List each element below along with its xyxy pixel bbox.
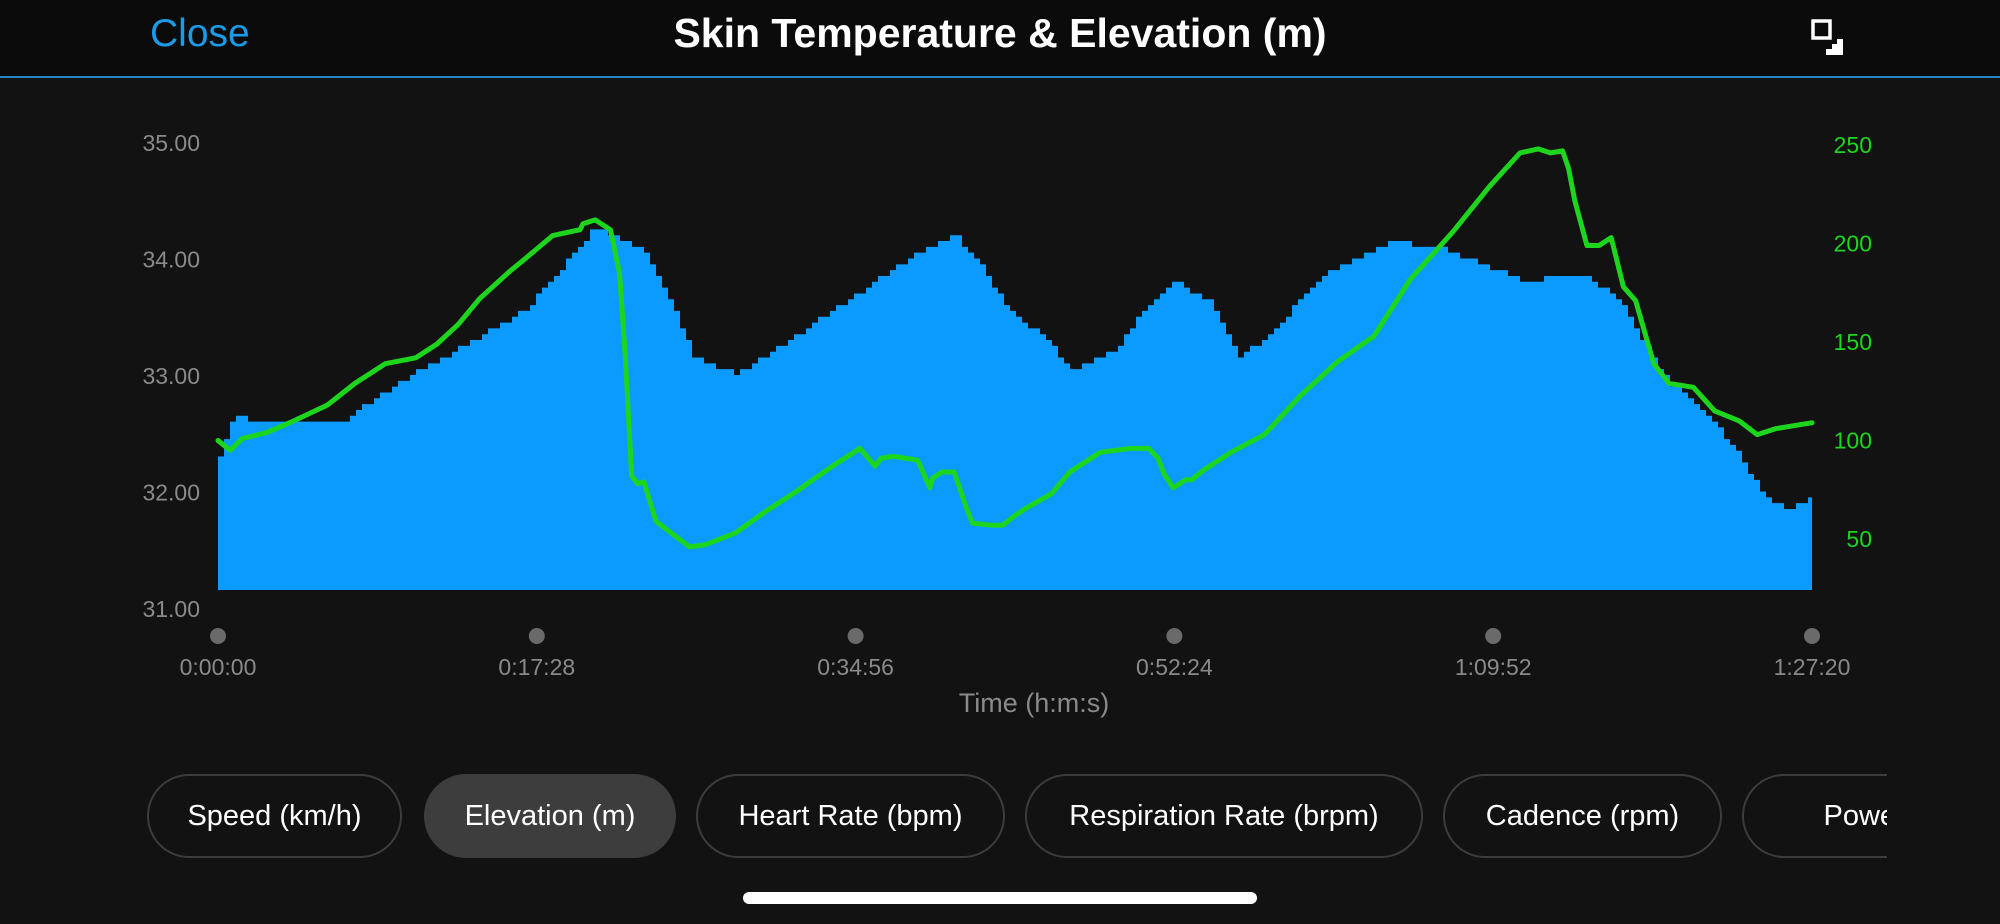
chip-respiration-rate-brpm[interactable]: Respiration Rate (brpm) xyxy=(1025,774,1423,858)
right-axis-tick: 250 xyxy=(1834,132,1872,158)
left-axis-tick: 34.00 xyxy=(142,247,200,273)
chart: 31.00 32.00 33.00 34.00 35.00 50 100 150 200 250 0… xyxy=(142,130,1872,718)
x-axis-tick: 1:27:20 xyxy=(1774,654,1851,680)
right-axis-tick: 100 xyxy=(1834,428,1872,454)
x-axis-tick: 0:17:28 xyxy=(498,654,575,680)
left-axis-tick: 32.00 xyxy=(142,480,200,506)
x-axis-tick-dot xyxy=(528,628,545,644)
left-axis-tick: 35.00 xyxy=(142,130,200,156)
right-axis-tick: 200 xyxy=(1834,231,1872,257)
x-axis-tick-dot xyxy=(1166,628,1183,644)
expand-icon[interactable] xyxy=(1810,18,1850,58)
left-axis-tick: 33.00 xyxy=(142,363,200,389)
home-indicator[interactable] xyxy=(743,892,1257,904)
x-axis-tick-dot xyxy=(847,628,864,644)
x-axis-tick-dot xyxy=(210,628,226,644)
chip-power-w[interactable]: Power (W) xyxy=(1742,774,1887,858)
close-button[interactable]: Close xyxy=(150,12,250,55)
left-axis-tick: 31.00 xyxy=(142,596,200,622)
chip-speed-km-h[interactable]: Speed (km/h) xyxy=(147,774,402,858)
x-axis-title: Time (h:m:s) xyxy=(959,688,1110,718)
chip-heart-rate-bpm[interactable]: Heart Rate (bpm) xyxy=(696,774,1005,858)
metric-chip-bar: Speed (km/h) Elevation (m) Heart Rate (bpm… xyxy=(147,774,1887,860)
chip-elevation-m[interactable]: Elevation (m) xyxy=(424,774,676,858)
page-title: Skin Temperature & Elevation (m) xyxy=(673,10,1327,56)
x-axis-tick: 0:34:56 xyxy=(817,654,894,680)
x-axis-tick: 1:09:52 xyxy=(1455,654,1532,680)
chip-cadence-rpm[interactable]: Cadence (rpm) xyxy=(1443,774,1722,858)
skin-temperature-line xyxy=(215,146,1815,550)
x-axis-tick-dot xyxy=(1804,628,1820,644)
elevation-area xyxy=(218,229,1812,590)
x-axis-tick: 0:00:00 xyxy=(180,654,257,680)
x-axis-tick: 0:52:24 xyxy=(1136,654,1213,680)
right-axis-tick: 150 xyxy=(1834,329,1872,355)
right-axis-tick: 50 xyxy=(1846,526,1872,552)
header-bar: Close Skin Temperature & Elevation (m) xyxy=(0,0,2000,78)
x-axis-tick-dot xyxy=(1485,628,1502,644)
